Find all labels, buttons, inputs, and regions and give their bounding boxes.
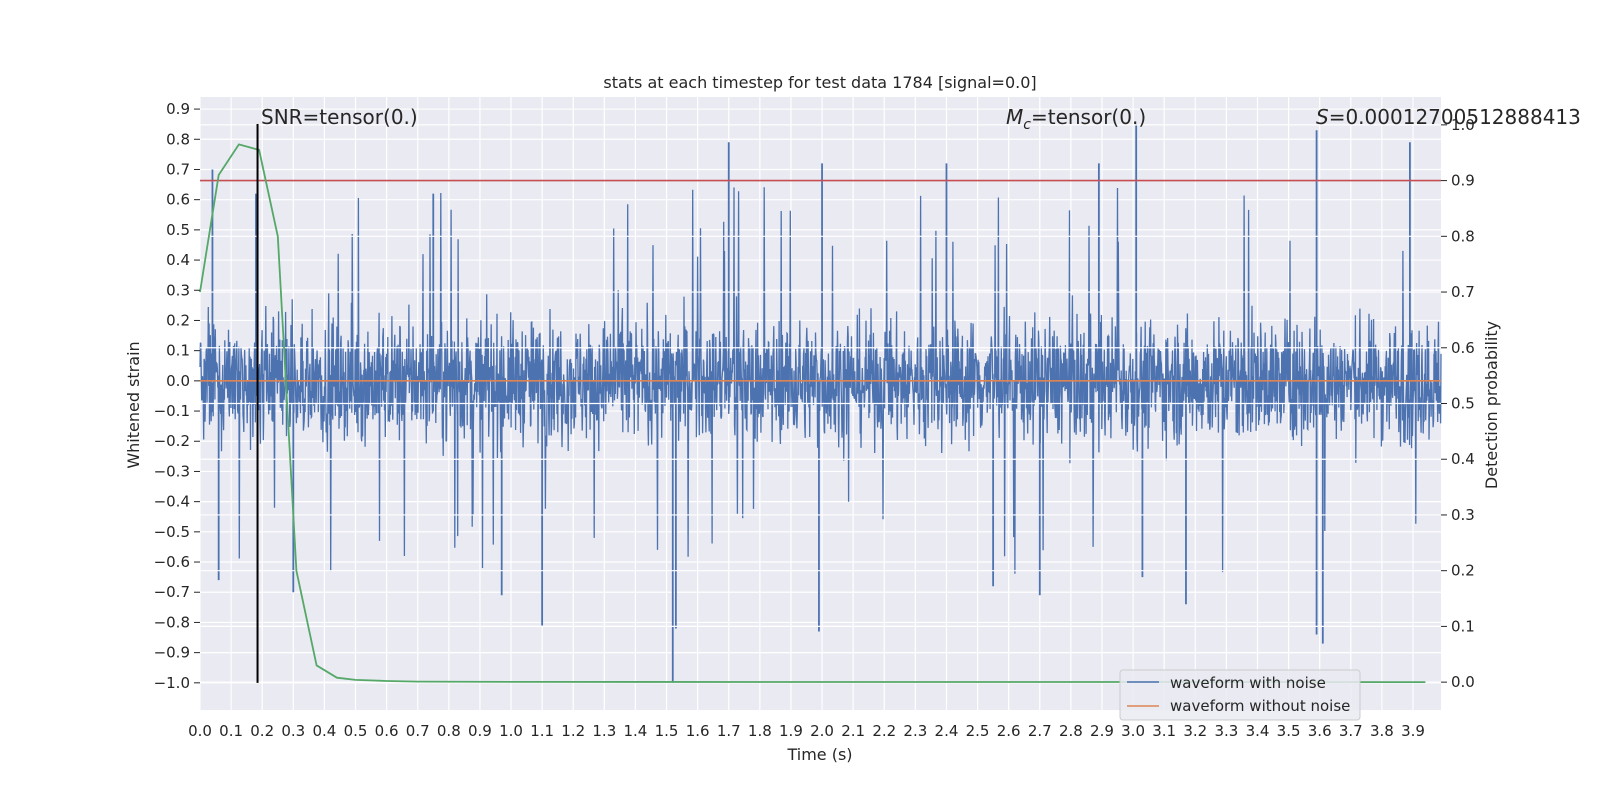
- x-tick-label: 1.0: [499, 722, 523, 740]
- x-tick-label: 1.2: [561, 722, 585, 740]
- x-tick-label: 2.9: [1090, 722, 1114, 740]
- chirp-mass-annotation: Mc=tensor(0.): [1006, 105, 1146, 133]
- y-tick-label: 0.8: [166, 130, 190, 148]
- x-tick-label: 0.3: [281, 722, 305, 740]
- chart-title: stats at each timestep for test data 178…: [603, 73, 1036, 92]
- x-tick-label: 2.5: [966, 722, 990, 740]
- y-tick-label: 0.0: [166, 372, 190, 390]
- x-tick-label: 0.6: [375, 722, 399, 740]
- y-tick-label: 0.6: [166, 191, 190, 209]
- y2-tick-label: 0.8: [1451, 227, 1475, 245]
- y-axis-label: Whitened strain: [124, 341, 143, 468]
- x-tick-label: 3.3: [1214, 722, 1238, 740]
- x-tick-label: 3.1: [1152, 722, 1176, 740]
- x-tick-label: 1.9: [779, 722, 803, 740]
- x-tick-label: 0.1: [219, 722, 243, 740]
- x-tick-label: 3.2: [1183, 722, 1207, 740]
- y2-tick-label: 0.9: [1451, 172, 1475, 190]
- x-tick-label: 2.8: [1059, 722, 1083, 740]
- y2-tick-label: 0.2: [1451, 562, 1475, 580]
- y-tick-label: 0.2: [166, 311, 190, 329]
- x-tick-label: 0.7: [406, 722, 430, 740]
- x-tick-label: 3.9: [1401, 722, 1425, 740]
- axis-ticks: 0.0 0.1 0.2 0.3 0.4 0.5 0.6 0.7 0.8 0.9 1.0 1.1 1.2 1…: [154, 100, 1475, 740]
- y-tick-label: −0.4: [154, 493, 190, 511]
- y2-tick-label: 0.6: [1451, 339, 1475, 357]
- x-tick-label: 3.7: [1339, 722, 1363, 740]
- y-tick-label: −1.0: [154, 674, 190, 692]
- y2-tick-label: 0.4: [1451, 450, 1475, 468]
- y-tick-label: 0.1: [166, 342, 190, 360]
- x-tick-label: 1.6: [686, 722, 710, 740]
- x-tick-label: 1.4: [624, 722, 648, 740]
- y-tick-label: 0.7: [166, 160, 190, 178]
- s-statistic-value: =0.00012700512888413: [1329, 105, 1581, 129]
- x-tick-label: 2.0: [810, 722, 834, 740]
- y-tick-label: −0.8: [154, 613, 190, 631]
- y2-tick-label: 0.1: [1451, 617, 1475, 635]
- y-tick-label: 0.9: [166, 100, 190, 118]
- s-statistic-annotation: S=0.00012700512888413: [1316, 105, 1581, 129]
- x-tick-label: 1.3: [592, 722, 616, 740]
- y-tick-label: −0.7: [154, 583, 190, 601]
- x-tick-label: 0.9: [468, 722, 492, 740]
- x-tick-label: 2.4: [935, 722, 959, 740]
- noisy-waveform-layer: [199, 124, 1442, 683]
- legend-label-clean: waveform without noise: [1170, 697, 1350, 715]
- x-tick-label: 0.4: [312, 722, 336, 740]
- x-tick-label: 0.5: [344, 722, 368, 740]
- x-tick-label: 1.8: [748, 722, 772, 740]
- waveform-with-noise-line: [199, 187, 1442, 574]
- y-tick-label: −0.9: [154, 644, 190, 662]
- y-tick-label: −0.2: [154, 432, 190, 450]
- y-tick-label: 0.3: [166, 281, 190, 299]
- chirp-mass-symbol: M: [1006, 105, 1023, 129]
- x-axis-label: Time (s): [786, 745, 852, 764]
- x-tick-label: 3.8: [1370, 722, 1394, 740]
- x-tick-label: 2.7: [1028, 722, 1052, 740]
- x-tick-label: 0.0: [188, 722, 212, 740]
- x-tick-label: 1.7: [717, 722, 741, 740]
- y2-tick-label: 0.0: [1451, 673, 1475, 691]
- y2-tick-label: 1.0: [1451, 116, 1475, 134]
- legend: waveform with noise waveform without noi…: [1119, 669, 1361, 721]
- x-tick-label: 1.5: [655, 722, 679, 740]
- s-statistic-symbol: S: [1316, 105, 1329, 129]
- y-tick-label: −0.6: [154, 553, 190, 571]
- y2-tick-label: 0.7: [1451, 283, 1475, 301]
- x-tick-label: 2.2: [872, 722, 896, 740]
- y-tick-label: −0.3: [154, 462, 190, 480]
- y-tick-label: 0.5: [166, 221, 190, 239]
- x-tick-label: 2.1: [841, 722, 865, 740]
- legend-label-noise: waveform with noise: [1170, 674, 1326, 692]
- chirp-mass-value: =tensor(0.): [1031, 105, 1146, 129]
- x-tick-label: 2.6: [997, 722, 1021, 740]
- y-tick-label: −0.1: [154, 402, 190, 420]
- x-tick-label: 3.0: [1121, 722, 1145, 740]
- x-tick-label: 1.1: [530, 722, 554, 740]
- snr-annotation: SNR=tensor(0.): [261, 105, 418, 129]
- y2-axis-label: Detection probability: [1482, 321, 1501, 489]
- x-tick-label: 3.4: [1246, 722, 1270, 740]
- x-tick-label: 0.8: [437, 722, 461, 740]
- y-tick-label: −0.5: [154, 523, 190, 541]
- chirp-mass-subscript: c: [1023, 117, 1031, 133]
- x-tick-label: 3.5: [1277, 722, 1301, 740]
- y-tick-label: 0.4: [166, 251, 190, 269]
- x-tick-label: 2.3: [903, 722, 927, 740]
- x-tick-label: 0.2: [250, 722, 274, 740]
- y2-tick-label: 0.5: [1451, 395, 1475, 413]
- x-tick-label: 3.6: [1308, 722, 1332, 740]
- lines-layer: [199, 124, 1441, 683]
- y2-tick-label: 0.3: [1451, 506, 1475, 524]
- legend-box: [1119, 669, 1361, 721]
- detection-probability-line: [199, 143, 1426, 683]
